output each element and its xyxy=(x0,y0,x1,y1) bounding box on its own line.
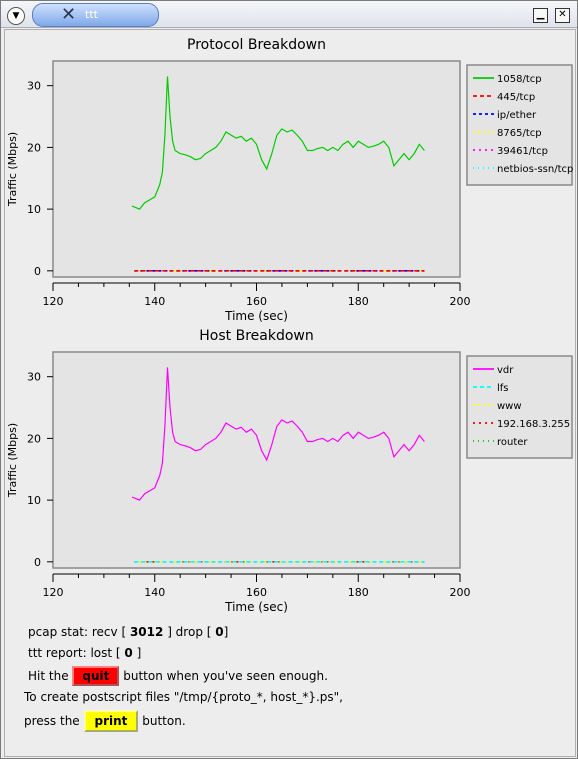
x-icon: ✕ xyxy=(61,4,77,25)
print-help-text: button. xyxy=(142,714,186,728)
x-tick-label: 200 xyxy=(450,586,471,599)
ttt-lost-value: 0 xyxy=(124,646,133,660)
legend-box xyxy=(466,64,573,186)
x-tick-label: 180 xyxy=(348,295,369,308)
print-help-line: press the print button. xyxy=(24,710,186,732)
series-line-0 xyxy=(131,76,425,210)
window-menu-button[interactable]: ▼ xyxy=(7,7,25,25)
chevron-down-icon: ▼ xyxy=(12,11,20,21)
y-tick-label: 10 xyxy=(27,494,41,507)
legend-label: vdr xyxy=(497,365,514,376)
y-tick-label: 20 xyxy=(27,432,41,445)
print-button[interactable]: print xyxy=(83,710,139,732)
legend-label: lfs xyxy=(497,383,509,394)
ttt-report-line: ttt report: lost [ 0 ] xyxy=(28,646,141,660)
x-tick-label: 160 xyxy=(246,586,267,599)
window-title-tab[interactable]: ✕ ttt xyxy=(32,3,159,27)
x-tick-label: 200 xyxy=(450,295,471,308)
legend-label: ip/ether xyxy=(497,110,537,121)
pcap-drop-value: 0 xyxy=(215,625,224,639)
x-tick-label: 180 xyxy=(348,586,369,599)
legend-label: www xyxy=(497,401,522,412)
legend-label: router xyxy=(497,437,528,448)
y-axis-label: Traffic (Mbps) xyxy=(6,132,19,207)
quit-button[interactable]: quit xyxy=(72,666,120,686)
y-tick-label: 0 xyxy=(34,265,41,278)
close-button[interactable]: ✕ xyxy=(555,8,570,23)
legend-box xyxy=(466,355,573,459)
y-tick-label: 10 xyxy=(27,203,41,216)
close-icon: ✕ xyxy=(558,9,567,20)
hit-the-text: Hit the xyxy=(28,669,69,683)
x-axis-label: Time (sec) xyxy=(224,600,288,614)
quit-help-text: button when you've seen enough. xyxy=(123,669,328,683)
minimize-button[interactable]: ▁ xyxy=(533,8,548,23)
pcap-drop-label: ] drop [ xyxy=(167,625,212,639)
x-tick-label: 140 xyxy=(144,295,165,308)
y-tick-label: 20 xyxy=(27,141,41,154)
y-tick-label: 30 xyxy=(27,80,41,93)
legend-label: 192.168.3.255 xyxy=(497,419,570,430)
plot-area xyxy=(52,60,461,278)
plot-area xyxy=(52,351,461,569)
x-tick-label: 120 xyxy=(43,586,64,599)
pcap-recv-value: 3012 xyxy=(129,625,164,639)
chart-title: Protocol Breakdown xyxy=(187,37,326,53)
series-line-0 xyxy=(131,367,425,501)
y-axis-label: Traffic (Mbps) xyxy=(6,423,19,498)
pcap-stat-prefix: pcap stat: recv [ xyxy=(28,625,127,639)
legend-label: 8765/tcp xyxy=(497,128,542,139)
legend-label: 1058/tcp xyxy=(497,74,542,85)
y-tick-label: 0 xyxy=(34,556,41,569)
x-tick-label: 160 xyxy=(246,295,267,308)
host-breakdown-chart: Host Breakdown 0 10 20 30 120 140 160 180 200 Time… xyxy=(6,328,573,614)
title-bar[interactable]: ▼ ✕ ttt ▁ ✕ xyxy=(1,1,577,28)
minimize-icon: ▁ xyxy=(536,9,545,20)
x-tick-label: 120 xyxy=(43,295,64,308)
pcap-stat-line: pcap stat: recv [ 3012 ] drop [ 0] xyxy=(28,625,228,639)
pcap-stat-suffix: ] xyxy=(223,625,229,639)
ttt-report-suffix: ] xyxy=(136,646,142,660)
quit-help-line: Hit the quit button when you've seen eno… xyxy=(28,666,328,686)
press-the-text: press the xyxy=(24,714,80,728)
y-tick-label: 30 xyxy=(27,371,41,384)
legend-label: 445/tcp xyxy=(497,92,535,103)
postscript-help-text: To create postscript files "/tmp/{proto_… xyxy=(24,690,343,704)
protocol-breakdown-chart: Protocol Breakdown 0 10 20 30 120 140 160 180 200… xyxy=(6,37,573,323)
chart-title: Host Breakdown xyxy=(199,328,313,344)
postscript-help-line: To create postscript files "/tmp/{proto_… xyxy=(24,690,343,704)
x-axis-label: Time (sec) xyxy=(224,309,288,323)
legend-label: 39461/tcp xyxy=(497,146,548,157)
legend-label: netbios-ssn/tcp xyxy=(497,164,573,175)
main-content: Protocol Breakdown 0 10 20 30 120 140 160 180 200… xyxy=(4,29,576,757)
ttt-report-prefix: ttt report: lost [ xyxy=(28,646,121,660)
x-tick-label: 140 xyxy=(144,586,165,599)
window-title: ttt xyxy=(85,8,98,21)
